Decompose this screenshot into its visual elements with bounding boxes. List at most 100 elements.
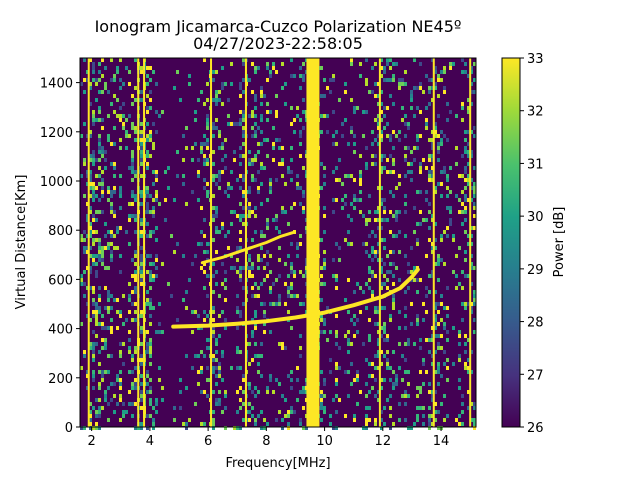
noise-cell — [398, 174, 401, 178]
noise-cell — [392, 234, 395, 238]
noise-cell — [95, 414, 98, 418]
noise-cell — [155, 226, 158, 230]
noise-cell — [119, 418, 122, 422]
noise-cell — [176, 70, 179, 74]
noise-cell — [449, 66, 452, 70]
noise-cell — [236, 346, 239, 350]
noise-cell — [119, 310, 122, 314]
noise-cell — [410, 170, 413, 174]
y-tick-label: 200 — [48, 372, 73, 387]
noise-cell — [155, 330, 158, 334]
noise-cell — [80, 238, 83, 242]
noise-cell — [98, 150, 101, 154]
noise-cell — [98, 246, 101, 250]
noise-cell — [380, 130, 383, 134]
noise-cell — [290, 178, 293, 182]
noise-cell — [152, 170, 155, 174]
noise-cell — [434, 418, 437, 422]
noise-cell — [203, 286, 206, 290]
y-tick-label: 1400 — [40, 77, 73, 92]
noise-cell — [155, 190, 158, 194]
noise-cell — [302, 126, 305, 130]
noise-cell — [140, 382, 143, 386]
noise-cell — [131, 154, 134, 158]
noise-cell — [236, 122, 239, 126]
noise-cell — [236, 426, 239, 430]
noise-cell — [155, 410, 158, 414]
noise-cell — [419, 278, 422, 282]
noise-cell — [266, 422, 269, 426]
noise-cell — [86, 370, 89, 374]
noise-cell — [428, 338, 431, 342]
noise-cell — [113, 186, 116, 190]
noise-cell — [212, 370, 215, 374]
noise-cell — [125, 410, 128, 414]
noise-cell — [413, 278, 416, 282]
noise-cell — [221, 378, 224, 382]
noise-cell — [467, 178, 470, 182]
noise-cell — [128, 218, 131, 222]
noise-cell — [197, 242, 200, 246]
noise-cell — [89, 234, 92, 238]
noise-cell — [467, 370, 470, 374]
noise-cell — [92, 190, 95, 194]
noise-cell — [107, 138, 110, 142]
noise-cell — [107, 186, 110, 190]
noise-cell — [464, 302, 467, 306]
noise-cell — [92, 298, 95, 302]
noise-cell — [287, 310, 290, 314]
noise-cell — [212, 306, 215, 310]
noise-cell — [149, 130, 152, 134]
noise-cell — [404, 314, 407, 318]
noise-cell — [119, 206, 122, 210]
noise-cell — [134, 254, 137, 258]
noise-cell — [89, 222, 92, 226]
noise-cell — [416, 394, 419, 398]
noise-cell — [344, 298, 347, 302]
noise-cell — [251, 90, 254, 94]
noise-cell — [140, 274, 143, 278]
noise-cell — [473, 194, 476, 198]
noise-cell — [389, 394, 392, 398]
noise-cell — [248, 266, 251, 270]
noise-cell — [242, 118, 245, 122]
noise-cell — [281, 146, 284, 150]
noise-cell — [218, 374, 221, 378]
noise-cell — [230, 122, 233, 126]
noise-cell — [254, 154, 257, 158]
noise-cell — [278, 298, 281, 302]
noise-cell — [140, 146, 143, 150]
noise-cell — [140, 90, 143, 94]
noise-cell — [380, 378, 383, 382]
noise-cell — [386, 362, 389, 366]
noise-cell — [155, 254, 158, 258]
noise-cell — [470, 254, 473, 258]
noise-cell — [323, 258, 326, 262]
noise-cell — [149, 322, 152, 326]
noise-cell — [281, 210, 284, 214]
noise-cell — [101, 250, 104, 254]
noise-cell — [95, 410, 98, 414]
noise-cell — [257, 254, 260, 258]
noise-cell — [449, 210, 452, 214]
noise-cell — [344, 174, 347, 178]
noise-cell — [344, 334, 347, 338]
noise-cell — [431, 250, 434, 254]
noise-cell — [467, 130, 470, 134]
noise-cell — [116, 298, 119, 302]
noise-cell — [221, 146, 224, 150]
noise-cell — [173, 406, 176, 410]
noise-cell — [470, 102, 473, 106]
noise-cell — [251, 318, 254, 322]
noise-cell — [146, 302, 149, 306]
noise-cell — [377, 242, 380, 246]
noise-cell — [368, 362, 371, 366]
noise-cell — [242, 110, 245, 114]
noise-cell — [437, 366, 440, 370]
noise-cell — [464, 362, 467, 366]
noise-cell — [92, 254, 95, 258]
noise-cell — [425, 190, 428, 194]
noise-cell — [206, 126, 209, 130]
noise-cell — [473, 290, 476, 294]
noise-cell — [254, 106, 257, 110]
